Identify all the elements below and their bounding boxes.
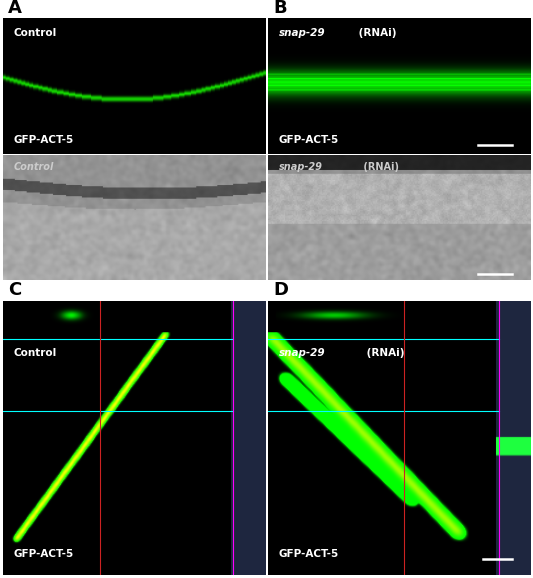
Text: GFP-ACT-5: GFP-ACT-5	[279, 135, 339, 145]
Text: B: B	[273, 0, 287, 17]
Text: snap-29: snap-29	[279, 348, 325, 358]
Text: Control: Control	[13, 348, 56, 358]
Text: Control: Control	[13, 162, 53, 172]
Text: GFP-ACT-5: GFP-ACT-5	[279, 549, 339, 559]
Text: (RNAi): (RNAi)	[354, 28, 396, 38]
Text: GFP-ACT-5: GFP-ACT-5	[13, 135, 74, 145]
Text: (RNAi): (RNAi)	[360, 162, 399, 172]
Text: GFP-ACT-5: GFP-ACT-5	[13, 549, 74, 559]
Text: (RNAi): (RNAi)	[362, 348, 404, 358]
Text: Control: Control	[13, 28, 56, 38]
Text: D: D	[273, 281, 288, 299]
Text: snap-29: snap-29	[279, 28, 325, 38]
Text: A: A	[8, 0, 22, 17]
Text: snap-29: snap-29	[279, 162, 322, 172]
Text: C: C	[8, 281, 21, 299]
